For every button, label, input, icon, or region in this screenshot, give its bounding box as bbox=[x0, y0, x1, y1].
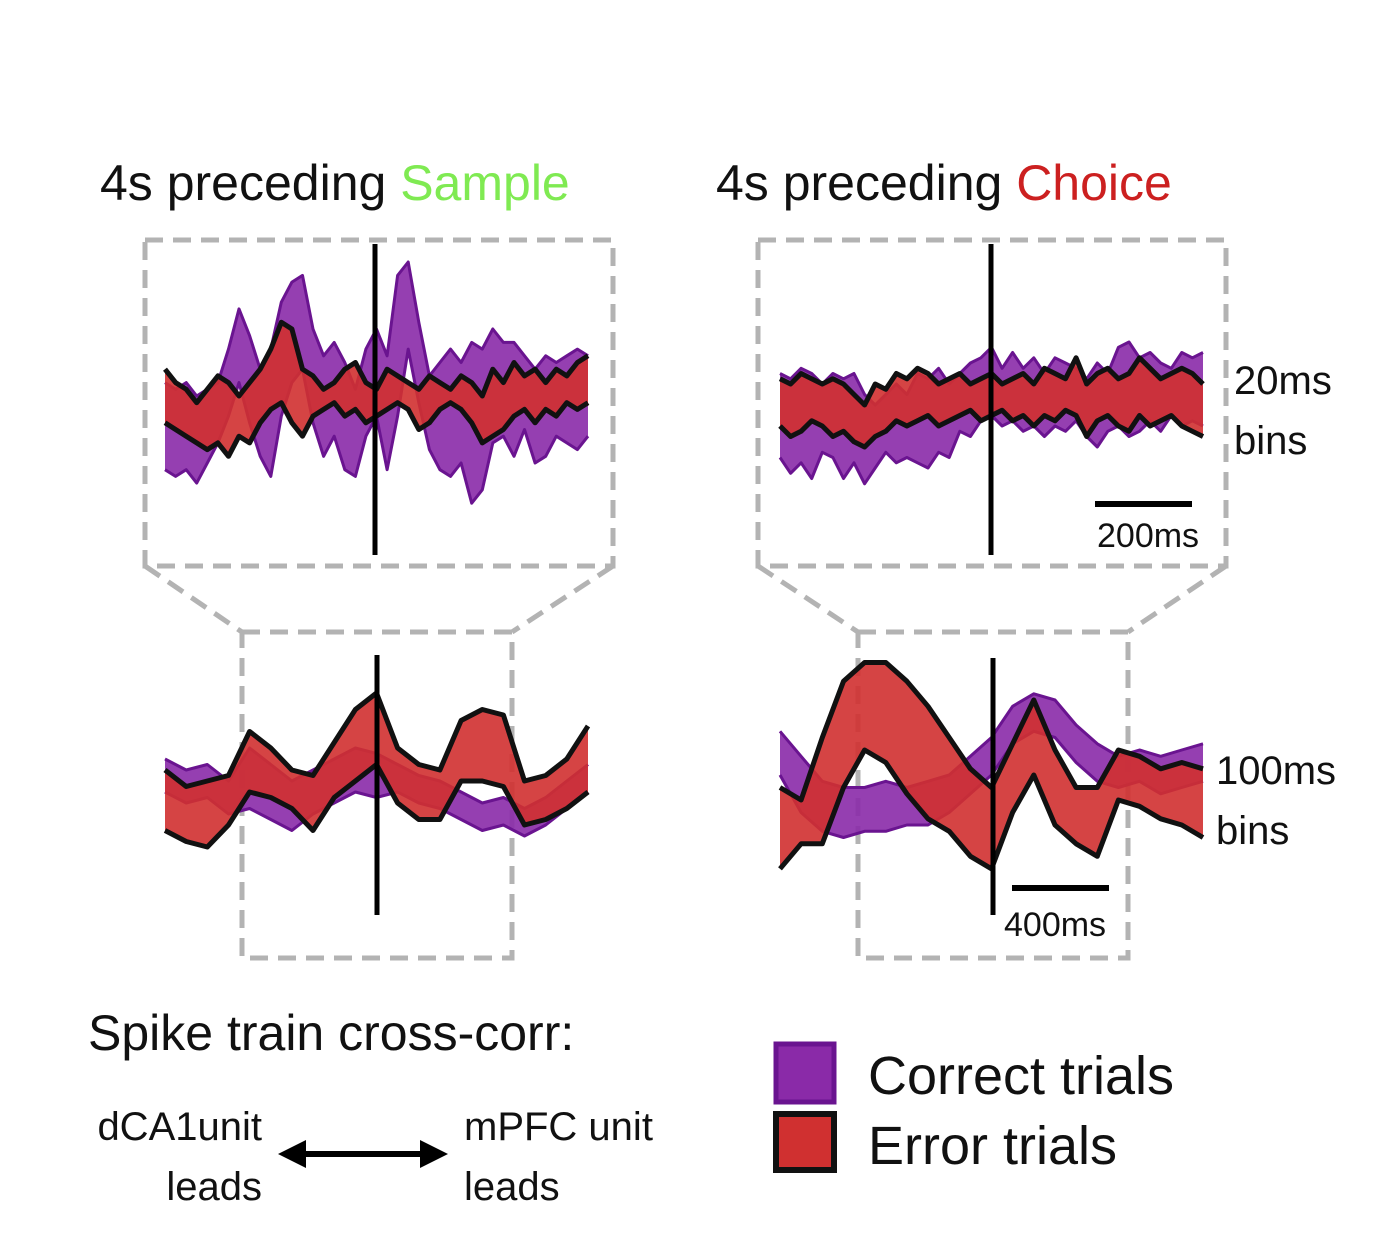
crosscorr-heading: Spike train cross-corr: bbox=[88, 1005, 574, 1061]
choice-title-prefix: 4s preceding bbox=[716, 155, 1016, 211]
bins100-label-line1: 100ms bbox=[1216, 749, 1336, 793]
legend-label-error: Error trials bbox=[868, 1116, 1117, 1176]
legend: Correct trials Error trials bbox=[773, 1041, 1174, 1176]
choice-panel-title: 4s preceding Choice bbox=[716, 155, 1172, 211]
sample-panel-title: 4s preceding Sample bbox=[100, 155, 570, 211]
bins20-label-line2: bins bbox=[1234, 419, 1307, 463]
legend-swatch-correct bbox=[773, 1041, 837, 1105]
sample-zoom-connector-left bbox=[143, 563, 244, 635]
sample-20ms-frame bbox=[142, 237, 616, 569]
scale-label-400ms: 400ms bbox=[1004, 906, 1106, 944]
right-lead-line1: mPFC unit bbox=[464, 1105, 653, 1149]
choice-20ms-frame bbox=[755, 237, 1229, 569]
choice-title-word: Choice bbox=[1016, 155, 1172, 211]
left-lead-line1: dCA1unit bbox=[97, 1105, 262, 1149]
sample-zoom-connector-right bbox=[510, 563, 615, 635]
bins20-label-line1: 20ms bbox=[1234, 359, 1332, 403]
right-lead-line2: leads bbox=[464, 1165, 560, 1209]
sample-100ms-error-band bbox=[165, 693, 588, 847]
bins100-label-line2: bins bbox=[1216, 809, 1289, 853]
choice-zoom-connector-left bbox=[756, 563, 860, 635]
legend-label-correct: Correct trials bbox=[868, 1046, 1174, 1106]
legend-swatch-error bbox=[773, 1111, 837, 1173]
choice-100ms-error-band bbox=[780, 662, 1203, 869]
choice-zoom-connector-right bbox=[1126, 563, 1228, 635]
sample-title-prefix: 4s preceding bbox=[100, 155, 400, 211]
scale-label-200ms: 200ms bbox=[1097, 517, 1199, 555]
sample-title-word: Sample bbox=[400, 155, 570, 211]
left-lead-line2: leads bbox=[166, 1165, 262, 1209]
double-arrow-icon bbox=[278, 1140, 448, 1168]
